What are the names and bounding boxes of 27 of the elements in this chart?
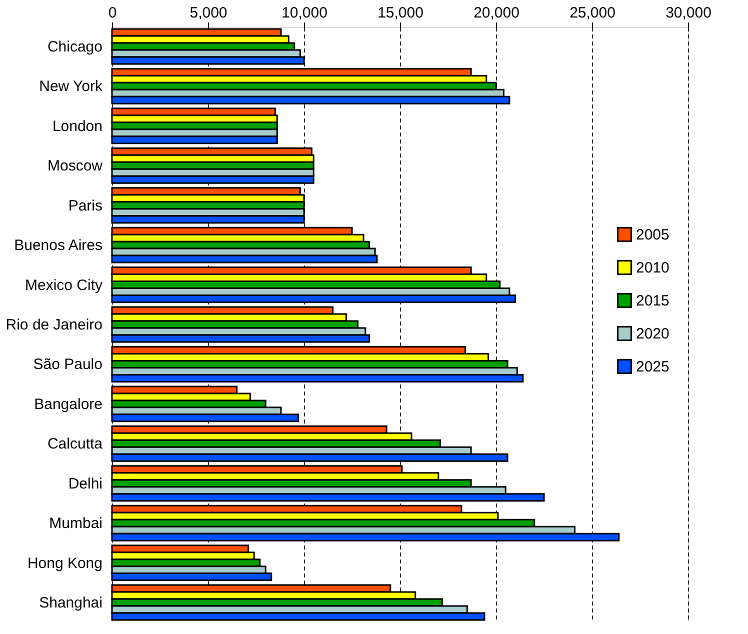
y-tick-label: London <box>52 118 102 135</box>
y-tick-label: Calcutta <box>47 436 104 453</box>
y-tick-label: Shanghai <box>39 594 102 612</box>
y-tick-label: Mexico City <box>24 276 103 294</box>
y-tick-label: Buenos Aires <box>14 237 102 254</box>
y-tick-label: New York <box>39 78 103 96</box>
x-tick-label: 0 <box>108 4 117 22</box>
y-tick-label: Paris <box>68 197 102 214</box>
x-tick-label: 5,000 <box>190 4 228 22</box>
x-tick-label: 30,000 <box>666 4 712 22</box>
y-tick-label: São Paulo <box>33 356 102 374</box>
y-tick-label: Bangalore <box>34 396 102 413</box>
y-tick-label: Rio de Janeiro <box>6 316 102 334</box>
y-tick-label: Delhi <box>68 475 102 492</box>
y-tick-label: Mumbai <box>49 515 102 532</box>
legend-label: 2025 <box>636 358 670 376</box>
x-tick-label: 20,000 <box>474 4 520 22</box>
y-tick-label: Chicago <box>47 38 102 56</box>
x-tick-label: 15,000 <box>378 4 424 22</box>
legend-label: 2010 <box>636 260 670 276</box>
legend-label: 2015 <box>636 292 670 310</box>
legend-label: 2005 <box>636 226 670 244</box>
y-tick-label: Moscow <box>47 158 103 175</box>
x-tick-label: 10,000 <box>282 4 328 22</box>
y-tick-label: Hong Kong <box>27 554 102 572</box>
x-tick-label: 25,000 <box>570 4 616 22</box>
legend-label: 2020 <box>636 326 670 342</box>
